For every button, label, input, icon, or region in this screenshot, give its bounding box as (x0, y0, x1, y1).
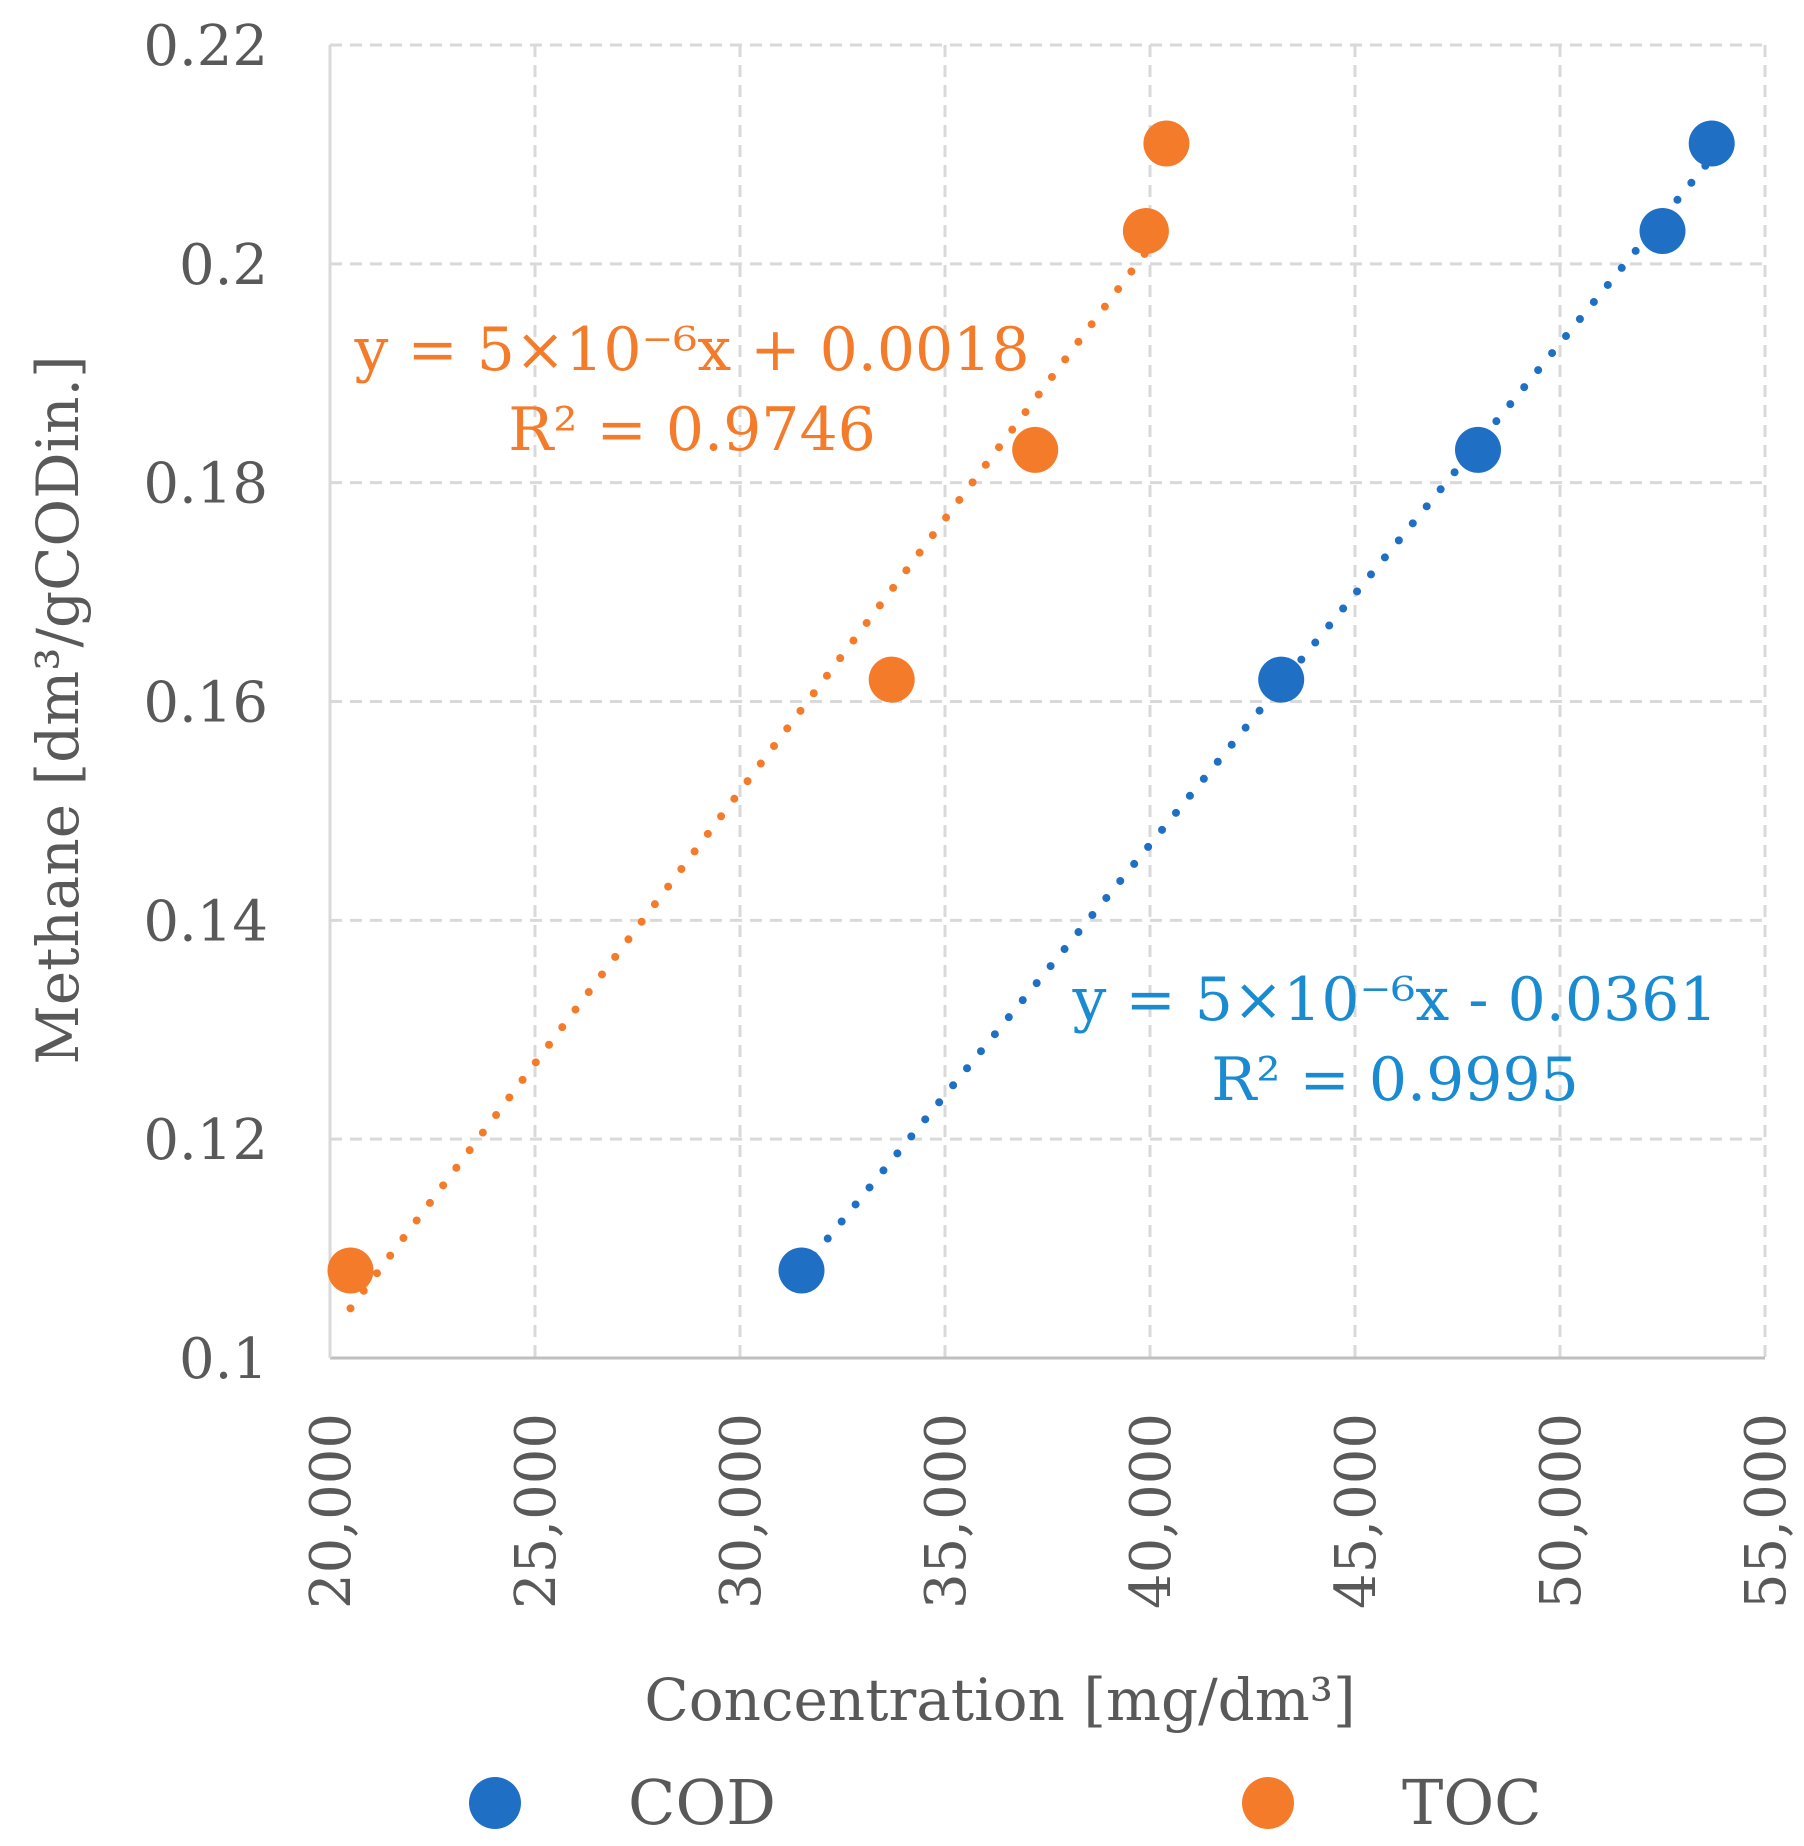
toc-trendline (346, 242, 1154, 1313)
legend-marker-toc (1242, 1777, 1294, 1829)
legend-label-cod: COD (628, 1766, 776, 1839)
y-tick-label: 0.18 (143, 452, 268, 517)
x-tick-label: 20,000 (299, 1413, 364, 1609)
y-tick-label: 0.22 (143, 14, 268, 79)
grid-lines (328, 43, 1767, 1358)
toc-trendline-equation: y = 5×10⁻⁶x + 0.0018 (353, 315, 1029, 385)
cod-data-point (778, 1247, 825, 1294)
legend-label-toc: TOC (1402, 1766, 1542, 1839)
y-tick-label: 0.16 (143, 671, 268, 736)
trendlines (346, 153, 1716, 1313)
legend-marker-cod (469, 1777, 521, 1829)
y-tick-label: 0.14 (143, 889, 268, 954)
cod-data-point (1688, 120, 1735, 167)
x-tick-label: 50,000 (1529, 1413, 1594, 1609)
y-tick-label: 0.12 (143, 1108, 268, 1173)
x-tick-label: 35,000 (914, 1413, 979, 1609)
cod-trendline-r2: R² = 0.9995 (1211, 1045, 1579, 1115)
x-tick-label: 25,000 (504, 1413, 569, 1609)
x-tick-label: 55,000 (1734, 1413, 1799, 1609)
cod-data-point (1258, 656, 1305, 703)
y-tick-label: 0.1 (179, 1327, 268, 1392)
y-tick-label: 0.2 (179, 233, 268, 298)
toc-data-point (1122, 208, 1169, 255)
cod-trendline-equation: y = 5×10⁻⁶x - 0.0361 (1071, 965, 1717, 1035)
tick-labels: 20,000 25,000 30,000 35,000 40,000 45,000 50,0… (143, 14, 1799, 1609)
x-tick-label: 30,000 (709, 1413, 774, 1609)
y-axis-title: Methane [dm³/gCODin.] (24, 355, 92, 1064)
cod-data-point (1455, 426, 1501, 473)
plot-axes (328, 45, 1765, 1360)
toc-data-point (1012, 426, 1059, 473)
x-tick-label: 40,000 (1119, 1413, 1184, 1609)
x-tick-label: 45,000 (1324, 1413, 1389, 1609)
cod-data-point (1639, 208, 1686, 255)
toc-data-point (868, 656, 915, 703)
toc-trendline-r2: R² = 0.9746 (508, 395, 876, 465)
legend: COD TOC (469, 1766, 1542, 1839)
x-axis-title: Concentration [mg/dm³] (644, 1666, 1355, 1734)
toc-data-point (327, 1247, 374, 1294)
toc-data-point (1143, 120, 1190, 167)
data-points (327, 120, 1735, 1294)
